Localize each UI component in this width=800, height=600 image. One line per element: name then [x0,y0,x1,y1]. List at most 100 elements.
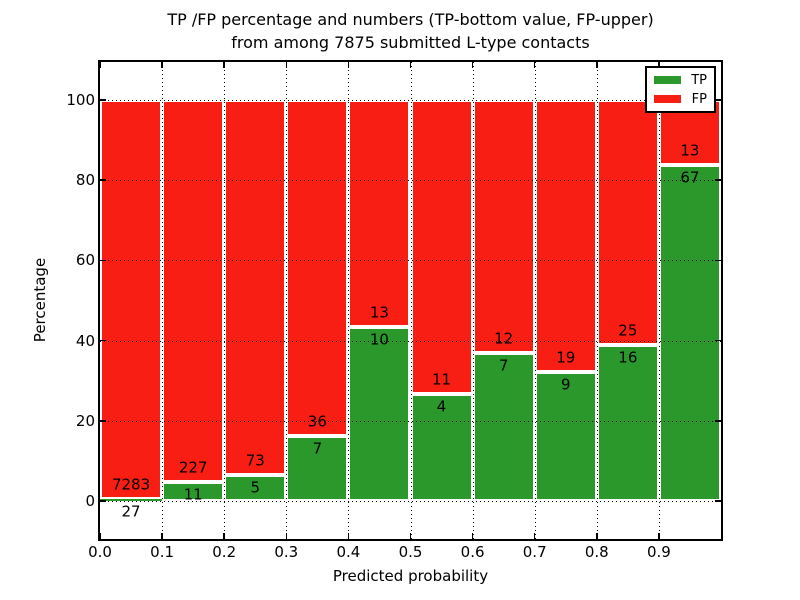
bar-label-fp: 12 [494,329,514,348]
x-tick-mark-top [471,62,474,68]
bar-segment-tp [534,372,597,501]
bar-segment-fp [348,100,411,327]
x-tick-mark [223,533,225,539]
bar-label-fp: 19 [556,348,576,367]
y-tick-label: 80 [75,171,95,190]
x-axis-label: Predicted probability [332,567,489,585]
x-tick-mark [533,533,536,539]
bar-segment-fp [596,100,659,345]
x-tick-mark [99,533,101,539]
legend-label-tp: TP [691,72,707,88]
bar-label-tp: 27 [121,502,141,521]
x-tick-label: 0.4 [336,543,361,561]
x-tick-label: 0.8 [584,543,609,561]
y-tick-mark-right [715,99,721,101]
bar-label-tp: 7 [498,356,509,375]
bar-segment-tp [100,499,163,501]
y-tick-mark [100,179,106,181]
y-tick-mark [100,259,106,262]
bar-label-tp: 11 [183,485,203,504]
bar-segment-tp [162,482,225,501]
x-tick-mark-top [223,62,225,68]
gridline-x [658,62,660,539]
chart-title: TP /FP percentage and numbers (TP-bottom… [100,8,721,54]
bar-label-fp: 227 [178,458,208,477]
bar-segment-fp [162,100,225,483]
gridline-x [596,62,598,539]
bar-label-tp: 10 [369,330,389,349]
legend: TP FP [645,66,716,113]
bar-segment-fp [472,100,535,354]
bar-label-fp: 11 [432,370,452,389]
y-tick-mark-right [715,339,721,342]
bar-label-tp: 67 [680,168,700,187]
bar-label-fp: 73 [245,451,265,470]
bar-segment-tp [348,326,411,501]
x-tick-mark-top [596,62,598,68]
gridline-x [162,62,164,539]
y-axis-label: Percentage [31,257,49,343]
bar-segment-tp [658,165,721,501]
x-tick-mark [347,533,350,539]
x-tick-mark-top [347,62,350,68]
bar-label-fp: 13 [680,141,700,160]
y-tick-label: 100 [66,91,95,110]
legend-swatch-tp-icon [654,76,681,84]
legend-item-tp: TP [654,74,707,87]
x-tick-label: 0.1 [150,543,175,561]
x-tick-mark [471,533,474,539]
x-tick-mark [596,533,598,539]
bar-segment-tp [410,394,473,501]
gridline-x [348,62,350,539]
x-tick-mark-top [658,62,660,68]
x-tick-label: 0.5 [398,543,423,561]
bar-segment-fp [100,100,163,500]
x-tick-label: 0.0 [88,543,112,561]
legend-label-fp: FP [691,91,707,107]
bar-segment-fp [286,100,349,436]
x-tick-mark-top [533,62,536,68]
x-tick-mark [409,533,412,539]
y-tick-mark-right [715,420,721,422]
y-tick-label: 0 [85,491,95,510]
x-tick-label: 0.9 [646,543,671,561]
bar-label-tp: 4 [436,397,447,416]
y-tick-mark [100,420,106,422]
y-tick-mark-right [715,259,721,262]
legend-item-fp: FP [654,93,707,106]
bar-label-tp: 7 [312,439,323,458]
x-tick-mark-top [285,62,288,68]
bar-segment-fp [410,100,473,394]
bar-label-fp: 36 [307,412,327,431]
y-tick-label: 60 [75,251,95,270]
y-tick-mark [100,99,106,101]
bar-segment-tp [224,475,287,501]
chart-title-line2: from among 7875 submitted L-type contact… [231,33,590,52]
bar-label-fp: 25 [618,321,638,339]
x-tick-mark-top [99,62,101,68]
plot-area: 7283 27 227 11 73 5 36 7 13 10 11 4 12 7 19 9 25 16 13 67 [99,62,721,539]
x-tick-label: 0.6 [460,543,485,561]
gridline-x [286,62,288,539]
x-tick-label: 0.7 [522,543,547,561]
gridline-x [410,62,412,539]
gridline-x [472,62,474,539]
bar-segment-fp [534,100,597,373]
y-tick-label: 20 [75,411,95,430]
bar-label-fp: 13 [369,303,389,322]
x-tick-label: 0.2 [212,543,237,561]
x-tick-mark-top [409,62,412,68]
y-tick-mark-right [715,179,721,181]
bar-segment-fp [224,100,287,476]
bar-segment-tp [596,344,659,501]
bar-segment-tp [286,435,349,501]
gridline-x [534,62,536,539]
x-tick-mark [658,533,660,539]
bar-label-tp: 9 [560,375,571,394]
gridline-x [224,62,226,539]
y-tick-mark [100,339,106,342]
x-tick-label: 0.3 [274,543,299,561]
legend-swatch-fp-icon [654,95,681,103]
x-tick-mark [161,533,163,539]
